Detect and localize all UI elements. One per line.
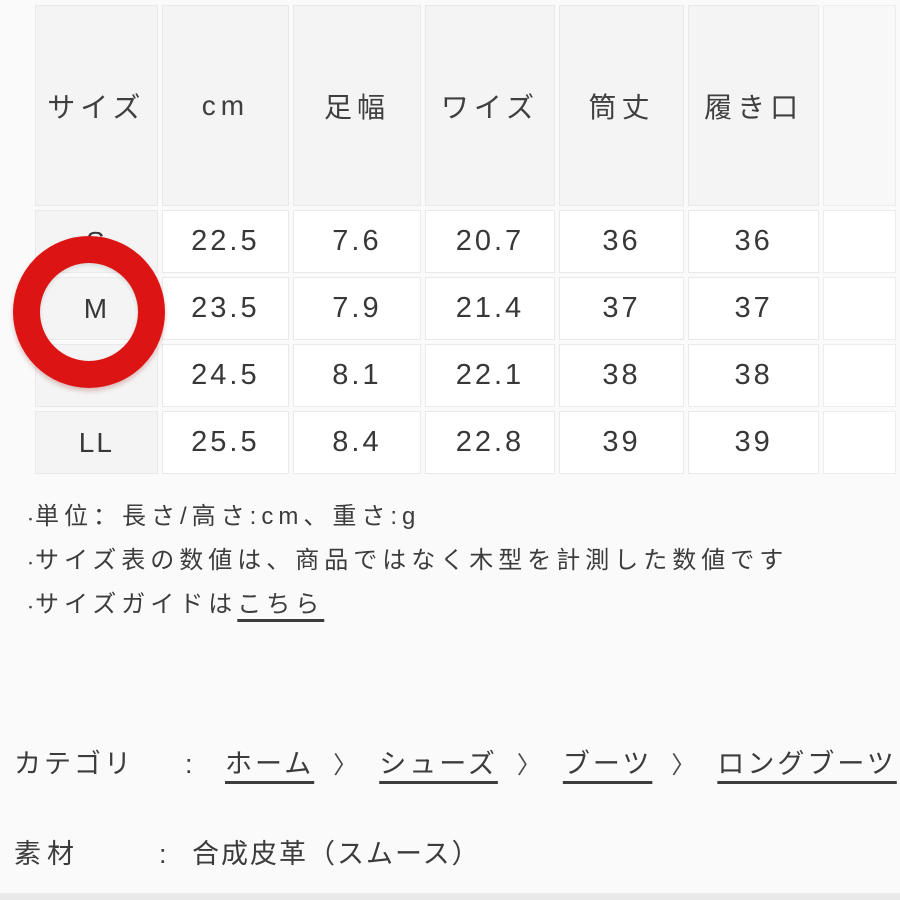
cell-cm: 23.5 — [161, 277, 289, 340]
bullet-icon: ・ — [24, 556, 38, 571]
breadcrumb-shoes[interactable]: シューズ — [379, 749, 498, 779]
category-colon: : — [185, 749, 196, 779]
cell-cm: 25.5 — [161, 411, 289, 474]
size-row-ll: LL 25.5 8.4 22.8 39 39 — [35, 411, 896, 474]
cell-clipped — [823, 344, 896, 407]
size-label-cell: LL — [35, 411, 158, 474]
cell-wise: 22.8 — [424, 411, 555, 474]
breadcrumb-home[interactable]: ホーム — [225, 749, 315, 779]
material-label: 素材 — [14, 839, 80, 869]
note-measurement: ・ サイズ表の数値は、商品ではなく木型を計測した数値です — [24, 540, 788, 584]
cell-clipped — [823, 210, 896, 273]
cell-foot-width: 8.4 — [292, 411, 421, 474]
col-header-shaft-height: 筒丈 — [558, 5, 685, 206]
cell-clipped — [823, 411, 896, 474]
size-guide-prefix: サイズガイドは — [35, 591, 238, 618]
material-colon: : — [159, 839, 170, 869]
size-table: サイズ cm 足幅 ワイズ 筒丈 履き口 S 22.5 7.6 20.7 36 … — [31, 1, 900, 478]
cell-opening: 38 — [688, 344, 820, 407]
section-divider — [0, 893, 900, 900]
breadcrumb: ホーム 〉 シューズ 〉 ブーツ 〉 ロングブーツ — [225, 742, 897, 781]
category-label: カテゴリ — [14, 749, 134, 779]
cell-foot-width: 8.1 — [292, 344, 421, 407]
size-table-header-row: サイズ cm 足幅 ワイズ 筒丈 履き口 — [35, 5, 896, 206]
chevron-right-icon: 〉 — [516, 752, 544, 779]
cell-shaft-height: 38 — [558, 344, 685, 407]
cell-clipped — [823, 277, 896, 340]
size-row-s: S 22.5 7.6 20.7 36 36 — [35, 210, 896, 273]
col-header-foot-width: 足幅 — [292, 5, 421, 206]
bullet-icon: ・ — [24, 600, 38, 615]
size-row-l: L 24.5 8.1 22.1 38 38 — [35, 344, 896, 407]
cell-shaft-height: 36 — [558, 210, 685, 273]
cell-shaft-height: 37 — [558, 277, 685, 340]
cell-shaft-height: 39 — [558, 411, 685, 474]
cell-foot-width: 7.9 — [292, 277, 421, 340]
category-row: カテゴリ : ホーム 〉 シューズ 〉 ブーツ 〉 ロングブーツ — [14, 742, 897, 781]
cell-wise: 20.7 — [424, 210, 555, 273]
cell-opening: 39 — [688, 411, 820, 474]
note-size-guide: ・ サイズガイドはこちら — [24, 584, 788, 628]
col-header-clipped — [823, 5, 896, 206]
bullet-icon: ・ — [24, 512, 38, 527]
cell-cm: 24.5 — [161, 344, 289, 407]
size-notes: ・ 単位：長さ/高さ:cm、重さ:g ・ サイズ表の数値は、商品ではなく木型を計… — [24, 496, 788, 628]
chevron-right-icon: 〉 — [333, 752, 361, 779]
note-measurement-text: サイズ表の数値は、商品ではなく木型を計測した数値です — [35, 547, 789, 574]
note-units: ・ 単位：長さ/高さ:cm、重さ:g — [24, 496, 788, 540]
col-header-size: サイズ — [35, 5, 158, 206]
col-header-wise: ワイズ — [424, 5, 555, 206]
note-size-guide-text: サイズガイドはこちら — [35, 584, 324, 625]
breadcrumb-boots[interactable]: ブーツ — [562, 749, 653, 779]
cell-opening: 37 — [688, 277, 820, 340]
cell-wise: 22.1 — [424, 344, 555, 407]
chevron-right-icon: 〉 — [671, 752, 699, 779]
red-circle-annotation — [13, 236, 165, 388]
cell-foot-width: 7.6 — [292, 210, 421, 273]
note-units-text: 単位：長さ/高さ:cm、重さ:g — [35, 503, 421, 530]
cell-opening: 36 — [688, 210, 820, 273]
breadcrumb-long-boots[interactable]: ロングブーツ — [717, 749, 897, 779]
size-guide-link[interactable]: こちら — [237, 591, 325, 618]
col-header-cm: cm — [161, 5, 289, 206]
material-row: 素材 : 合成皮革（スムース） — [14, 832, 481, 871]
cell-cm: 22.5 — [161, 210, 289, 273]
col-header-opening: 履き口 — [688, 5, 820, 206]
cell-wise: 21.4 — [424, 277, 555, 340]
material-value: 合成皮革（スムース） — [192, 839, 481, 869]
